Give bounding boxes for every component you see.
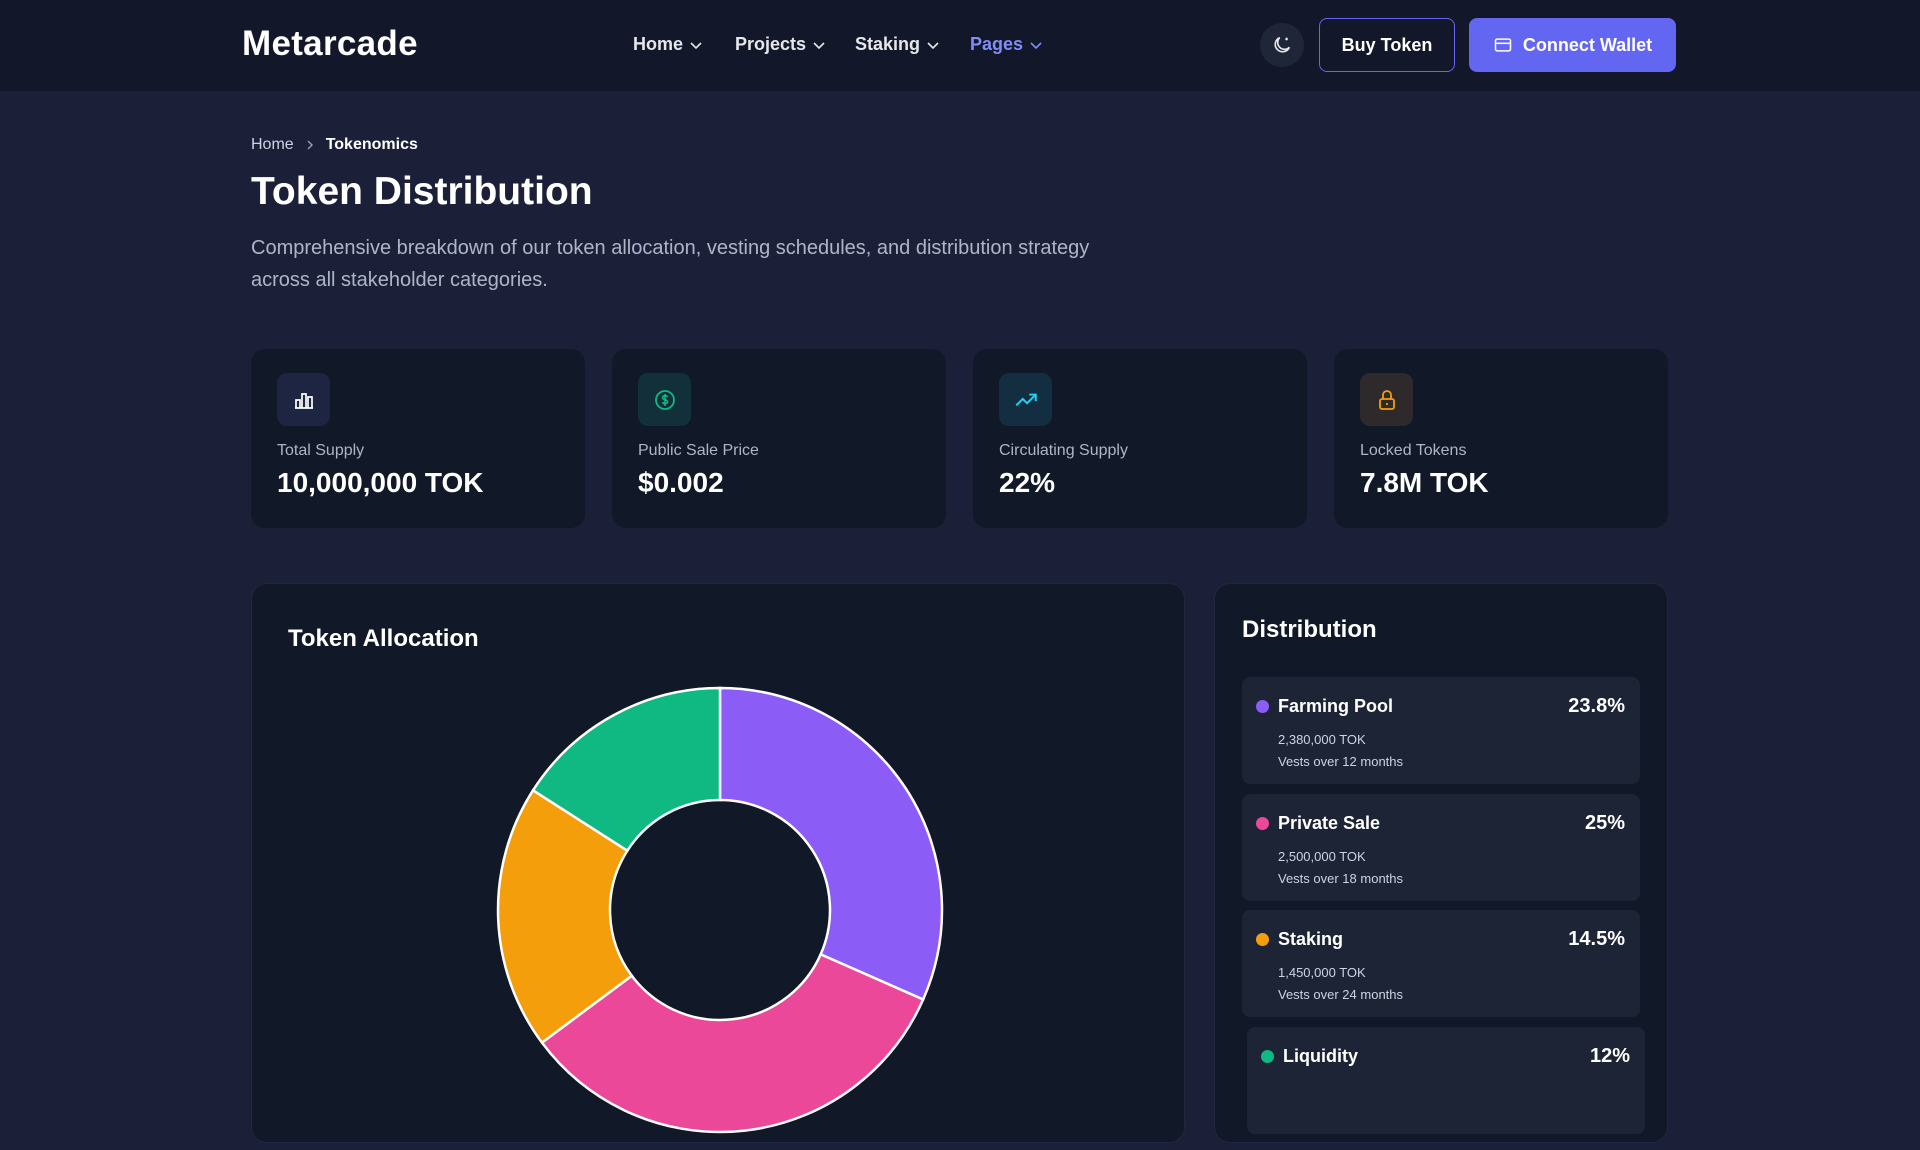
stat-card: Public Sale Price $0.002 (612, 349, 946, 528)
legend-label: Liquidity (1283, 1046, 1358, 1066)
logo[interactable]: Metarcade (242, 24, 418, 63)
button-text: Connect Wallet (1522, 34, 1653, 55)
chevron (690, 41, 702, 49)
nav-link[interactable]: Home (633, 34, 703, 55)
donut-chart (496, 686, 944, 1134)
value-label: 25% (1584, 812, 1625, 834)
legend-label: Farming Pool (1278, 696, 1394, 716)
chevron (1030, 41, 1042, 49)
legend-dot (1261, 1050, 1274, 1063)
chevron (813, 41, 825, 49)
stat-label: Total Supply (277, 442, 365, 459)
legend-dot (1256, 817, 1269, 830)
page-description: Comprehensive breakdown of our token all… (251, 237, 1090, 291)
token-amount: 1,450,000 TOK (1278, 965, 1366, 980)
buy-token-button[interactable]: Buy Token (1319, 18, 1455, 72)
value-label: 14.5% (1568, 928, 1625, 950)
nav-link[interactable]: Pages (970, 34, 1043, 55)
stat-value: 10,000,000 TOK (277, 467, 484, 498)
nav-link-text: Staking (855, 34, 921, 54)
stat-icon (1360, 373, 1413, 426)
token-amount: 2,380,000 TOK (1278, 732, 1366, 747)
stat-label: Circulating Supply (999, 442, 1128, 459)
vesting: Vests over 18 months (1278, 871, 1404, 886)
nav-link-text: Pages (970, 34, 1024, 54)
navbar: Metarcade Home Projects Staking Pages Bu… (0, 0, 1920, 91)
stat-label: Public Sale Price (638, 442, 759, 459)
legend-label: Private Sale (1278, 813, 1381, 833)
distribution-item: Staking 14.5% 1,450,000 TOK Vests over 2… (1242, 910, 1640, 1017)
wallet-icon (1494, 38, 1512, 52)
breadcrumb-link[interactable]: Home (251, 136, 294, 153)
breadcrumb: Home Tokenomics (251, 136, 418, 154)
stat-value: $0.002 (638, 467, 724, 498)
stat-card: Total Supply 10,000,000 TOK (251, 349, 585, 528)
donut-slice (496, 788, 634, 1045)
distribution-item: Private Sale 25% 2,500,000 TOK Vests ove… (1242, 794, 1640, 901)
value-label: 12% (1589, 1045, 1630, 1067)
moon-icon (1274, 36, 1291, 53)
stat-value: 7.8M TOK (1360, 467, 1489, 498)
chart-title: Token Allocation (288, 625, 479, 652)
token-amount: 2,500,000 TOK (1278, 849, 1366, 864)
stat-icon (638, 373, 691, 426)
nav-link[interactable]: Staking (855, 34, 940, 55)
vesting: Vests over 12 months (1278, 754, 1404, 769)
stat-card: Circulating Supply 22% (973, 349, 1307, 528)
nav-link[interactable]: Projects (735, 34, 826, 55)
distribution-item: Farming Pool 23.8% 2,380,000 TOK Vests o… (1242, 677, 1640, 784)
stat-icon (999, 373, 1052, 426)
donut-slice (718, 686, 944, 1002)
legend-label: Staking (1278, 929, 1344, 949)
theme-toggle[interactable] (1260, 23, 1304, 67)
distribution-title: Distribution (1242, 616, 1377, 643)
stat-card: Locked Tokens 7.8M TOK (1334, 349, 1668, 528)
connect-wallet-button[interactable]: Connect Wallet (1469, 18, 1676, 72)
breadcrumb-current: Tokenomics (325, 136, 418, 153)
legend-dot (1256, 933, 1269, 946)
nav-link-text: Home (633, 34, 684, 54)
value-label: 23.8% (1568, 695, 1625, 717)
nav-link-text: Projects (735, 34, 807, 54)
vesting: Vests over 24 months (1278, 987, 1404, 1002)
chevron (927, 41, 939, 49)
page-title: Token Distribution (251, 170, 593, 213)
legend-dot (1256, 700, 1269, 713)
stat-label: Locked Tokens (1360, 442, 1467, 459)
stat-value: 22% (999, 467, 1056, 498)
separator (307, 140, 313, 150)
distribution-item: Liquidity 12% (1247, 1027, 1645, 1134)
donut-slice (531, 686, 722, 853)
stat-icon (277, 373, 330, 426)
